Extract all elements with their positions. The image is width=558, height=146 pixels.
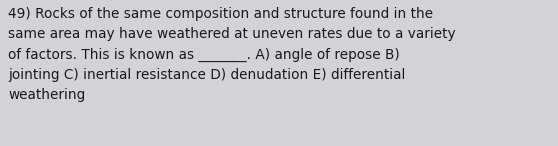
Text: 49) Rocks of the same composition and structure found in the
same area may have : 49) Rocks of the same composition and st… — [8, 7, 456, 102]
